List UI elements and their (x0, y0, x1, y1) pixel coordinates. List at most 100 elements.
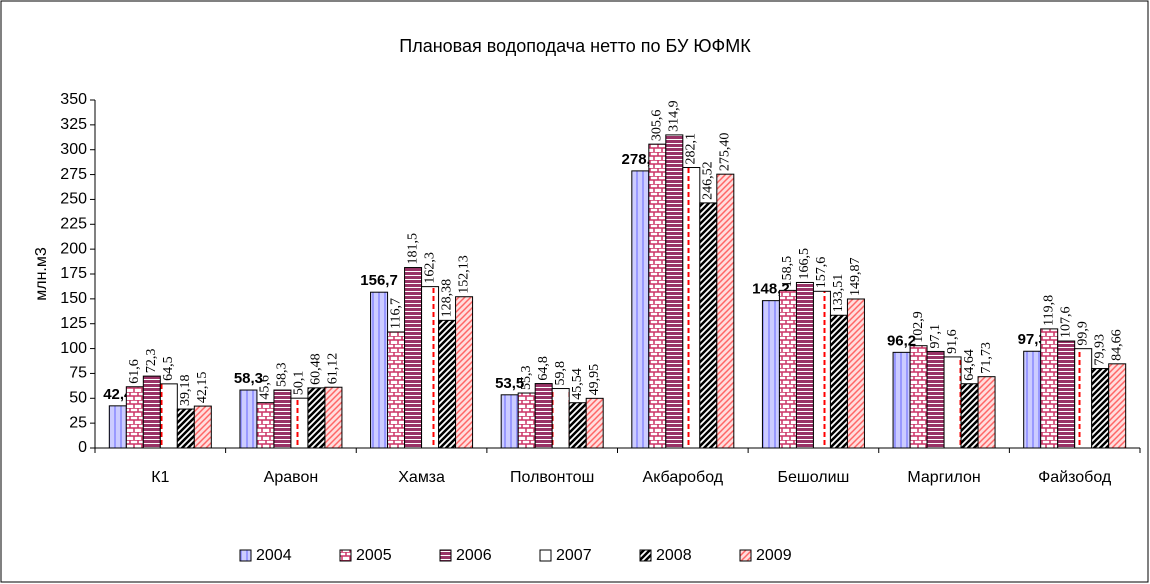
bar (273, 389, 292, 449)
y-tick-label: 350 (60, 91, 87, 108)
value-label: 49,95 (587, 364, 602, 396)
legend-swatch (239, 549, 252, 562)
bar (404, 267, 423, 449)
value-label: 181,5 (405, 233, 420, 265)
bar (699, 202, 718, 449)
value-label: 246,52 (701, 161, 716, 200)
value-label: 128,38 (439, 279, 454, 318)
value-label: 58,3 (275, 363, 290, 388)
bar (761, 300, 780, 449)
value-label: 116,7 (388, 298, 403, 329)
legend-swatch (739, 549, 752, 562)
bar (926, 350, 945, 449)
bar (648, 143, 667, 449)
value-label: 156,7 (360, 272, 398, 289)
value-label: 305,6 (650, 110, 665, 142)
legend-label: 2008 (656, 547, 692, 564)
bar (1040, 328, 1059, 449)
bar (1091, 368, 1110, 449)
y-tick-label: 175 (60, 265, 87, 282)
bar (892, 351, 911, 449)
y-axis-label: млн.м3 (33, 247, 50, 301)
bar (1108, 363, 1127, 449)
value-label: 107,6 (1058, 307, 1073, 339)
value-label: 55,3 (519, 366, 534, 391)
y-tick-label: 25 (69, 414, 87, 431)
value-label: 79,93 (1092, 334, 1107, 366)
value-label: 314,9 (667, 100, 682, 132)
x-tick-label: Аравон (264, 469, 319, 486)
bar (1074, 348, 1093, 449)
bar (977, 376, 996, 449)
value-label: 59,8 (553, 361, 568, 386)
y-tick-label: 275 (60, 166, 87, 183)
value-label: 60,48 (309, 353, 324, 385)
bar (455, 296, 474, 449)
x-tick-label: Хамза (398, 469, 445, 486)
value-label: 119,8 (1041, 295, 1056, 326)
value-label: 149,87 (848, 257, 863, 296)
value-label: 166,5 (797, 248, 812, 280)
value-label: 91,6 (945, 329, 960, 354)
y-tick-label: 200 (60, 240, 87, 257)
bar (778, 289, 797, 449)
value-label: 72,3 (144, 349, 159, 374)
legend-label: 2007 (556, 547, 592, 564)
bar (438, 319, 457, 449)
bar (421, 286, 440, 449)
x-tick-label: Бешолиш (777, 469, 849, 486)
y-tick-label: 125 (60, 315, 87, 332)
value-label: 158,5 (780, 256, 795, 288)
bar (500, 394, 519, 449)
value-label: 61,6 (127, 359, 142, 384)
x-tick-label: Полвонтош (510, 469, 594, 486)
value-label: 64,64 (962, 349, 977, 381)
value-label: 50,1 (292, 371, 307, 396)
value-label: 97,1 (928, 324, 943, 349)
value-label: 64,8 (536, 356, 551, 381)
bar (631, 170, 650, 449)
legend-label: 2004 (256, 547, 292, 564)
value-label: 96,2 (887, 332, 916, 349)
bar (370, 291, 389, 449)
bar (256, 402, 275, 449)
value-label: 39,18 (178, 375, 193, 407)
value-label: 282,1 (684, 133, 699, 165)
legend-swatch (339, 549, 352, 562)
value-label: 61,12 (326, 353, 341, 385)
bar (193, 405, 212, 449)
y-tick-label: 250 (60, 191, 87, 208)
y-tick-label: 0 (78, 439, 87, 456)
value-label: 152,13 (456, 255, 471, 294)
bar (324, 386, 343, 449)
bar (795, 281, 814, 449)
value-label: 42,15 (195, 372, 210, 404)
bar (290, 397, 309, 449)
bar (665, 134, 684, 449)
value-label: 53,5 (495, 375, 524, 392)
x-tick-label: Маргилон (907, 469, 980, 486)
value-label: 162,3 (422, 252, 437, 284)
y-tick-label: 325 (60, 116, 87, 133)
value-label: 97,3 (1018, 331, 1047, 348)
value-label: 64,5 (161, 356, 176, 381)
x-tick-label: Акбаробод (643, 469, 724, 486)
bar (387, 331, 406, 449)
legend-label: 2005 (356, 547, 392, 564)
value-label: 45,54 (570, 368, 585, 400)
legend-label: 2009 (756, 547, 792, 564)
bar (307, 387, 326, 449)
y-tick-label: 225 (60, 216, 87, 233)
bar (239, 389, 258, 449)
bar (176, 408, 195, 449)
legend-swatch (539, 549, 552, 562)
value-label: 133,51 (831, 274, 846, 313)
value-label: 58,3 (234, 370, 263, 387)
bar (551, 388, 570, 449)
bar (812, 290, 831, 449)
bar (159, 383, 178, 449)
y-tick-label: 100 (60, 340, 87, 357)
value-label: 45,6 (258, 375, 273, 400)
